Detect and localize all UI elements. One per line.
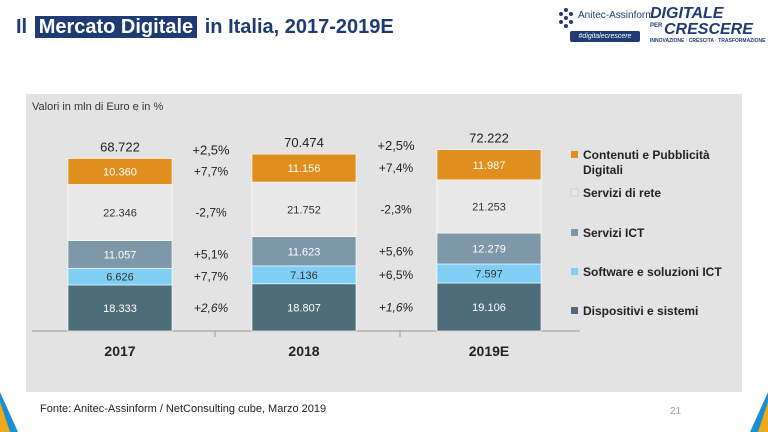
legend-label: Contenuti e Pubblicità Digitali: [583, 148, 710, 177]
growth-total-label: +2,5%: [377, 138, 415, 153]
bar-segment: [67, 158, 173, 185]
x-tick-label: 2018: [288, 343, 319, 359]
bar-value-label: 11.057: [104, 249, 137, 261]
anitec-logo: Anitec-Assinform #digitalecrescere: [556, 4, 654, 44]
legend-swatch: [571, 229, 578, 236]
legend-label: Dispositivi e sistemi: [583, 304, 698, 318]
source-footnote: Fonte: Anitec-Assinform / NetConsulting …: [40, 403, 327, 415]
bar-value-label: 21.752: [287, 204, 321, 216]
bar-value-label: 11.987: [473, 160, 506, 172]
anitec-emblem-icon: [559, 8, 573, 28]
x-tick-label: 2019E: [469, 343, 509, 359]
bar-segment: [251, 236, 357, 267]
bar-segment: [436, 232, 542, 265]
bar-value-label: 11.623: [288, 246, 321, 258]
bar-segment: [251, 181, 357, 238]
bar-value-label: 7.597: [475, 269, 503, 281]
x-tick-label: 2017: [104, 343, 135, 359]
bar-value-label: 18.807: [287, 302, 321, 314]
title-suffix: in Italia, 2017-2019E: [204, 16, 394, 38]
growth-rate-label: +2,6%: [194, 301, 229, 315]
dpc-word-digitale: DIGITALE: [650, 5, 724, 22]
bar-value-label: 11.156: [288, 163, 321, 175]
legend-swatch: [570, 188, 579, 197]
growth-rate-label: +6,5%: [379, 268, 414, 282]
page-number: 21: [670, 406, 682, 417]
growth-rate-label: +5,6%: [379, 244, 414, 258]
bar-value-label: 12.279: [472, 244, 506, 256]
legend-label: Software e soluzioni ICT: [583, 265, 722, 279]
bar-value-label: 7.136: [290, 270, 318, 282]
bar-segment: [67, 184, 173, 241]
digitale-per-crescere-logo: DIGITALE PER CRESCERE INNOVAZIONE · CRES…: [650, 4, 766, 45]
legend-label: Servizi ICT: [583, 226, 645, 240]
growth-rate-label: +7,4%: [379, 161, 414, 175]
bar-segment: [251, 153, 357, 183]
growth-rate-label: -2,3%: [380, 202, 412, 216]
bar-total-label: 70.474: [284, 135, 324, 150]
growth-rate-label: +1,6%: [379, 300, 414, 314]
growth-rate-label: -2,7%: [195, 206, 227, 220]
corner-decoration-right: [750, 392, 768, 432]
bar-value-label: 21.253: [472, 201, 506, 213]
legend-swatch: [571, 307, 578, 314]
legend-label: Servizi di rete: [583, 186, 661, 200]
growth-rate-label: +7,7%: [194, 270, 229, 284]
bar-value-label: 18.333: [103, 303, 137, 315]
dpc-word-per: PER: [650, 23, 663, 29]
bar-segment: [67, 284, 173, 332]
bar-segment: [251, 283, 357, 332]
growth-rate-label: +5,1%: [194, 247, 229, 261]
anitec-hashtag: #digitalecrescere: [570, 31, 640, 42]
dpc-word-crescere: CRESCERE: [664, 21, 753, 38]
title-highlight: Mercato Digitale: [34, 16, 198, 38]
dpc-tagline: INNOVAZIONE · CRESCITA · TRASFORMAZIONE: [650, 38, 766, 44]
bar-segment: [436, 149, 542, 181]
bar-total-label: 72.222: [469, 131, 509, 146]
chart-subtitle: Valori in mln di Euro e in %: [32, 101, 163, 113]
legend-swatch: [571, 151, 578, 158]
growth-total-label: +2,5%: [192, 143, 230, 158]
growth-rate-label: +7,7%: [194, 165, 229, 179]
corner-decoration-left: [0, 392, 18, 432]
page-title: Il Mercato Digitale in Italia, 2017-2019…: [16, 15, 394, 39]
title-prefix: Il: [16, 16, 28, 38]
legend-swatch: [571, 268, 578, 275]
bar-segment: [436, 179, 542, 234]
bar-value-label: 22.346: [103, 208, 137, 220]
bar-total-label: 68.722: [100, 140, 140, 155]
bar-segment: [436, 282, 542, 332]
bar-segment: [67, 240, 173, 269]
bar-value-label: 6.626: [106, 272, 134, 284]
bar-value-label: 10.360: [103, 167, 137, 179]
anitec-name: Anitec-Assinform: [578, 10, 654, 21]
bar-value-label: 19.106: [472, 302, 506, 314]
